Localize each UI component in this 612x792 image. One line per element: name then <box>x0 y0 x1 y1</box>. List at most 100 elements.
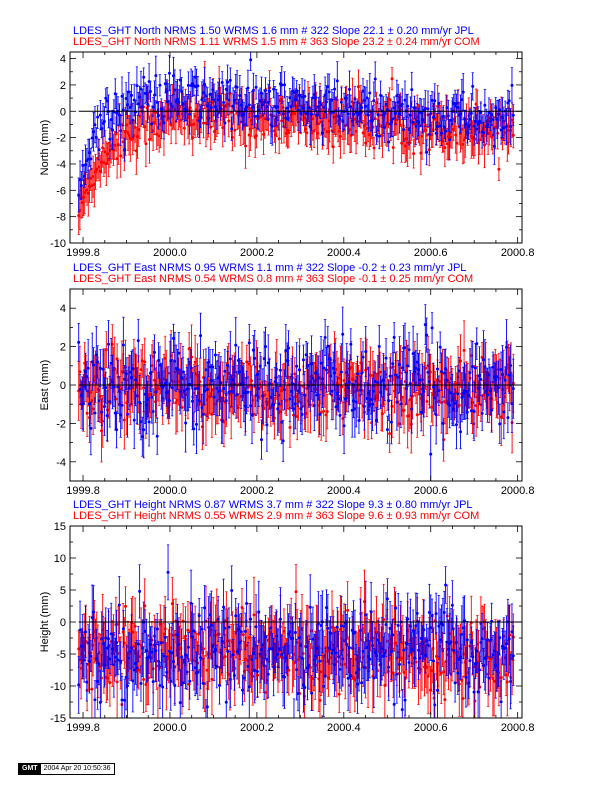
data-point <box>228 357 232 361</box>
data-point <box>254 134 258 138</box>
data-point <box>236 358 240 362</box>
data-point <box>129 93 133 97</box>
data-point <box>88 151 92 155</box>
data-point <box>510 118 514 122</box>
data-point <box>124 130 128 134</box>
data-point <box>461 90 465 94</box>
data-point <box>127 134 131 138</box>
data-point <box>278 410 282 414</box>
data-point <box>244 144 248 148</box>
data-point <box>192 427 196 431</box>
data-point <box>435 125 439 129</box>
data-point <box>155 132 159 136</box>
data-point <box>133 125 137 129</box>
data-point <box>406 104 410 108</box>
data-point <box>253 356 257 360</box>
data-point <box>303 94 307 98</box>
data-point <box>134 149 138 153</box>
data-point <box>323 93 327 97</box>
data-point <box>204 121 208 125</box>
data-point <box>402 128 406 132</box>
data-point <box>482 131 486 135</box>
data-point <box>190 123 194 127</box>
data-point <box>477 120 481 124</box>
data-point <box>365 126 369 130</box>
data-point <box>395 94 399 98</box>
data-point <box>249 58 253 62</box>
data-point <box>316 131 320 135</box>
data-point <box>289 105 293 109</box>
data-point <box>330 129 334 133</box>
data-point <box>115 157 119 161</box>
data-point <box>78 387 82 391</box>
data-point <box>196 386 200 390</box>
data-point <box>140 359 144 363</box>
data-point <box>380 412 384 416</box>
series-jpl <box>77 304 515 481</box>
data-point <box>193 75 197 79</box>
data-point <box>125 103 129 107</box>
data-point <box>449 135 453 139</box>
data-point <box>128 106 132 110</box>
data-point <box>429 112 433 116</box>
data-point <box>78 178 82 182</box>
data-point <box>368 91 372 95</box>
data-point <box>305 131 309 135</box>
data-point <box>193 387 197 391</box>
data-point <box>339 100 343 104</box>
data-point <box>353 117 357 121</box>
data-point <box>194 108 198 112</box>
data-point <box>289 389 293 393</box>
data-point <box>300 412 304 416</box>
data-point <box>201 412 205 416</box>
data-point <box>511 133 515 137</box>
data-point <box>402 408 406 412</box>
data-point <box>201 91 205 95</box>
data-point <box>281 439 285 443</box>
data-point <box>119 129 123 133</box>
data-point <box>212 129 216 133</box>
panel-north: LDES_GHT North NRMS 1.50 WRMS 1.6 mm # 3… <box>39 25 534 259</box>
data-point <box>430 133 434 137</box>
data-point <box>306 364 310 368</box>
data-point <box>77 340 81 344</box>
data-point <box>353 97 357 101</box>
data-point <box>301 358 305 362</box>
data-point <box>228 78 232 82</box>
data-point <box>207 116 211 120</box>
data-point <box>236 406 240 410</box>
x-tick-label: 1999.8 <box>66 247 100 259</box>
data-point <box>287 346 291 350</box>
data-point <box>165 89 169 93</box>
data-point <box>94 353 98 357</box>
data-point <box>215 386 219 390</box>
data-point <box>274 375 278 379</box>
data-point <box>352 112 356 116</box>
data-point <box>115 357 119 361</box>
data-point <box>362 98 366 102</box>
data-point <box>126 131 130 135</box>
data-point <box>377 134 381 138</box>
data-point <box>291 382 295 386</box>
data-point <box>155 434 159 438</box>
data-point <box>379 93 383 97</box>
data-point <box>170 386 174 390</box>
data-point <box>191 136 195 140</box>
data-point <box>132 418 136 422</box>
data-point <box>190 399 194 403</box>
data-point <box>266 400 270 404</box>
data-point <box>243 108 247 112</box>
data-point <box>272 403 276 407</box>
data-point <box>262 132 266 136</box>
data-point <box>120 403 124 407</box>
data-point <box>153 93 157 97</box>
data-point <box>398 112 402 116</box>
data-point <box>212 395 216 399</box>
data-point <box>509 124 513 128</box>
x-tick-label: 2000.8 <box>501 247 535 259</box>
plot-frame <box>69 51 523 244</box>
data-point <box>387 140 391 144</box>
data-point <box>171 74 175 78</box>
data-point <box>248 127 252 131</box>
data-point <box>454 101 458 105</box>
